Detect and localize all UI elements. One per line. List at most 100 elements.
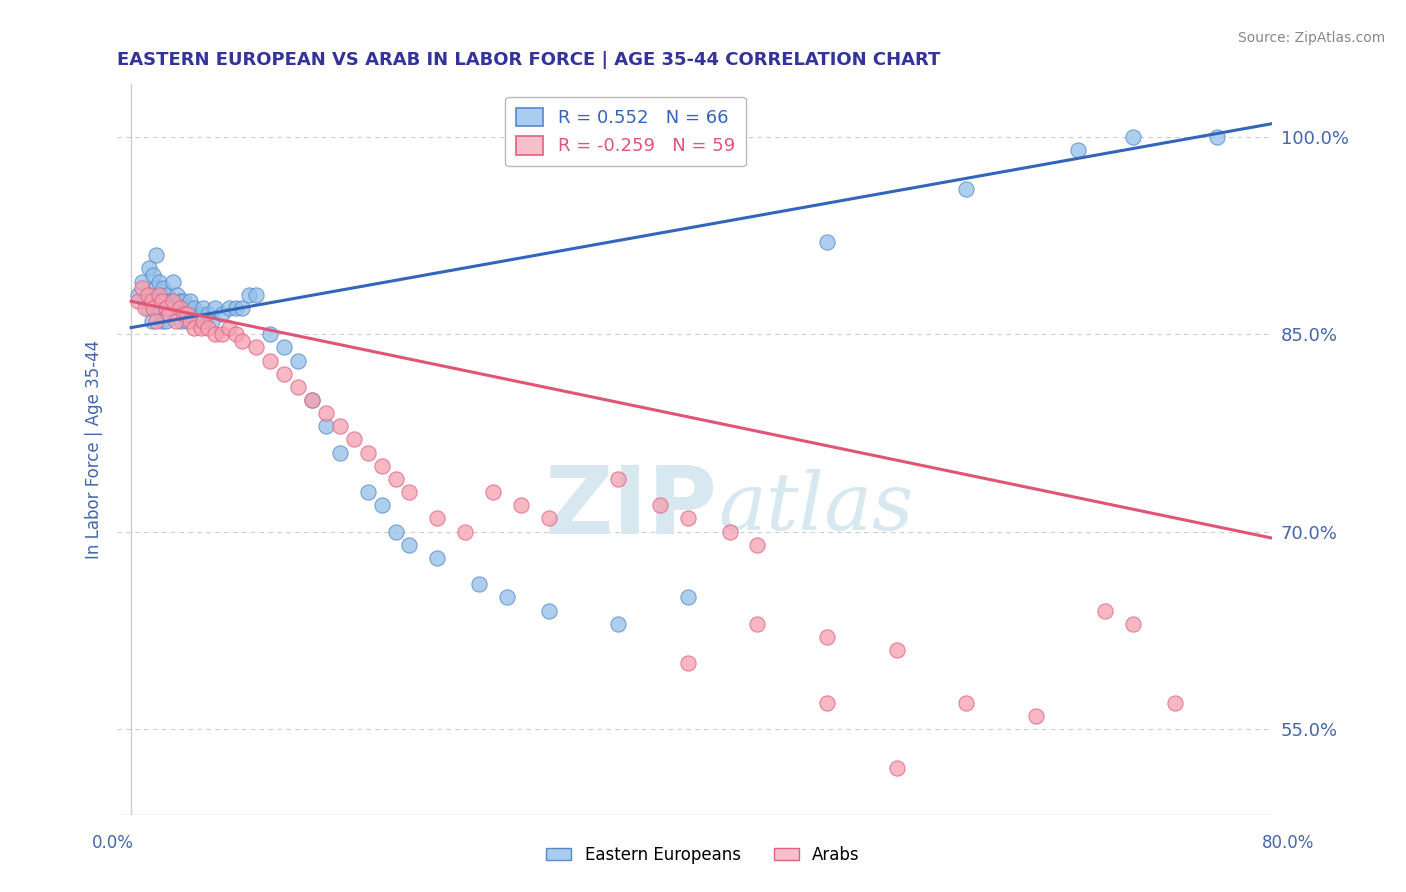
Point bbox=[190, 320, 212, 334]
Point bbox=[136, 287, 159, 301]
Point bbox=[150, 294, 173, 309]
Point bbox=[1066, 143, 1088, 157]
Point bbox=[231, 334, 253, 348]
Point bbox=[148, 275, 170, 289]
Point bbox=[747, 616, 769, 631]
Point bbox=[204, 301, 226, 315]
Point bbox=[1094, 603, 1116, 617]
Point bbox=[165, 314, 187, 328]
Point bbox=[138, 261, 160, 276]
Point bbox=[159, 294, 181, 309]
Point bbox=[1122, 616, 1144, 631]
Point bbox=[197, 308, 219, 322]
Point bbox=[301, 392, 323, 407]
Text: atlas: atlas bbox=[718, 469, 914, 547]
Point bbox=[169, 294, 191, 309]
Point bbox=[142, 268, 165, 282]
Point bbox=[537, 511, 560, 525]
Point bbox=[193, 301, 215, 315]
Point bbox=[127, 294, 149, 309]
Point bbox=[156, 287, 179, 301]
Point bbox=[173, 294, 195, 309]
Point bbox=[134, 301, 156, 315]
Point bbox=[815, 630, 838, 644]
Point bbox=[384, 524, 406, 539]
Point bbox=[329, 445, 352, 459]
Point bbox=[141, 314, 163, 328]
Point bbox=[426, 550, 449, 565]
Text: 80.0%: 80.0% bbox=[1263, 834, 1315, 852]
Point bbox=[150, 314, 173, 328]
Point bbox=[955, 696, 977, 710]
Point bbox=[157, 301, 180, 315]
Point bbox=[152, 281, 174, 295]
Point bbox=[148, 287, 170, 301]
Point bbox=[145, 281, 167, 295]
Point bbox=[1122, 129, 1144, 144]
Point bbox=[179, 314, 201, 328]
Point bbox=[315, 419, 337, 434]
Legend: R = 0.552   N = 66, R = -0.259   N = 59: R = 0.552 N = 66, R = -0.259 N = 59 bbox=[505, 97, 745, 166]
Point bbox=[155, 314, 177, 328]
Point bbox=[886, 643, 908, 657]
Y-axis label: In Labor Force | Age 35-44: In Labor Force | Age 35-44 bbox=[86, 340, 103, 559]
Point bbox=[224, 327, 246, 342]
Point bbox=[166, 287, 188, 301]
Point bbox=[259, 353, 281, 368]
Text: ZIP: ZIP bbox=[546, 462, 718, 554]
Point bbox=[145, 248, 167, 262]
Point bbox=[398, 538, 420, 552]
Point bbox=[204, 327, 226, 342]
Point bbox=[145, 314, 167, 328]
Point bbox=[141, 287, 163, 301]
Text: EASTERN EUROPEAN VS ARAB IN LABOR FORCE | AGE 35-44 CORRELATION CHART: EASTERN EUROPEAN VS ARAB IN LABOR FORCE … bbox=[117, 51, 941, 69]
Legend: Eastern Europeans, Arabs: Eastern Europeans, Arabs bbox=[540, 839, 866, 871]
Point bbox=[343, 433, 366, 447]
Point bbox=[211, 327, 233, 342]
Point bbox=[1205, 129, 1227, 144]
Point bbox=[131, 281, 153, 295]
Point bbox=[162, 294, 184, 309]
Point bbox=[607, 472, 630, 486]
Point bbox=[1164, 696, 1187, 710]
Point bbox=[357, 485, 380, 500]
Point bbox=[176, 301, 198, 315]
Point bbox=[218, 301, 240, 315]
Point bbox=[183, 301, 205, 315]
Point bbox=[815, 235, 838, 249]
Point bbox=[454, 524, 477, 539]
Point bbox=[238, 287, 260, 301]
Point bbox=[153, 294, 176, 309]
Point bbox=[287, 380, 309, 394]
Point bbox=[201, 314, 224, 328]
Point bbox=[273, 340, 295, 354]
Point bbox=[482, 485, 505, 500]
Point bbox=[157, 308, 180, 322]
Point bbox=[676, 591, 699, 605]
Point bbox=[148, 301, 170, 315]
Point bbox=[146, 294, 169, 309]
Point bbox=[186, 314, 208, 328]
Point bbox=[150, 294, 173, 309]
Point bbox=[173, 308, 195, 322]
Point bbox=[648, 498, 671, 512]
Point bbox=[224, 301, 246, 315]
Point bbox=[218, 320, 240, 334]
Point bbox=[142, 301, 165, 315]
Point bbox=[259, 327, 281, 342]
Point bbox=[231, 301, 253, 315]
Point bbox=[676, 657, 699, 671]
Point bbox=[329, 419, 352, 434]
Point bbox=[384, 472, 406, 486]
Point bbox=[245, 287, 267, 301]
Point bbox=[141, 294, 163, 309]
Point bbox=[1025, 709, 1047, 723]
Point bbox=[676, 511, 699, 525]
Point bbox=[127, 287, 149, 301]
Point bbox=[357, 445, 380, 459]
Text: Source: ZipAtlas.com: Source: ZipAtlas.com bbox=[1237, 31, 1385, 45]
Point bbox=[162, 294, 184, 309]
Point bbox=[176, 308, 198, 322]
Point bbox=[245, 340, 267, 354]
Point bbox=[301, 392, 323, 407]
